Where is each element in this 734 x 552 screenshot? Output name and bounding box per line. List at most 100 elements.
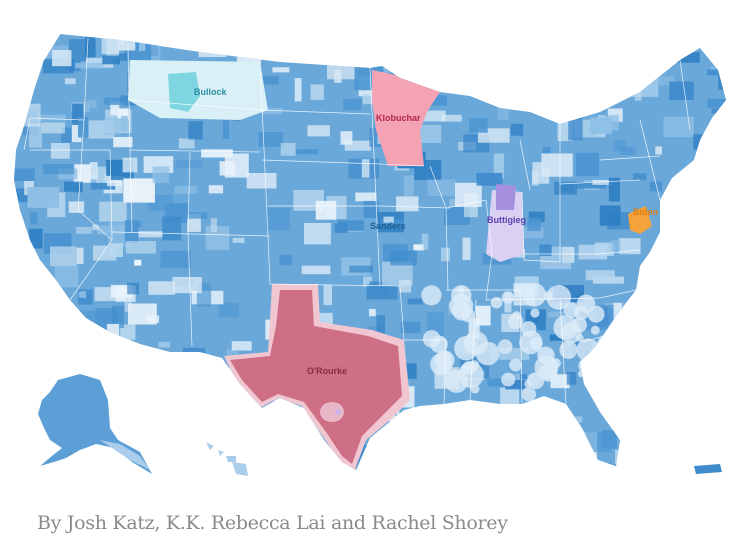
county-patch <box>122 157 138 173</box>
county-patch <box>582 52 589 66</box>
county-patch <box>120 324 136 340</box>
county-patch <box>462 361 477 375</box>
county-patch <box>721 358 726 378</box>
county-patch <box>212 413 233 423</box>
county-patch <box>141 447 171 459</box>
county-patch <box>178 138 195 149</box>
county-patch <box>613 399 633 423</box>
county-patch <box>420 432 427 444</box>
county-patch <box>69 60 81 72</box>
county-patch <box>444 369 468 393</box>
county-patch <box>693 134 716 150</box>
county-patch <box>611 240 621 253</box>
county-patch <box>571 334 583 355</box>
county-patch <box>601 430 617 449</box>
bullock-label: Bullock <box>194 87 228 97</box>
county-patch <box>585 89 595 111</box>
buttigieg-label: Buttigieg <box>487 215 526 225</box>
county-patch <box>603 463 611 470</box>
county-patch <box>553 315 579 340</box>
county-patch <box>518 227 544 239</box>
county-patch <box>599 205 621 226</box>
county-patch <box>301 265 331 275</box>
county-patch <box>27 187 60 208</box>
county-patch <box>376 315 386 340</box>
county-patch <box>719 316 726 337</box>
county-patch <box>724 441 726 459</box>
county-patch <box>50 246 77 267</box>
county-patch <box>246 173 277 189</box>
county-patch <box>87 99 97 109</box>
alaska <box>38 374 152 474</box>
county-patch <box>188 121 203 140</box>
county-patch <box>134 259 142 266</box>
county-patch <box>613 302 622 324</box>
county-patch <box>559 340 578 359</box>
county-patch <box>722 341 726 354</box>
county-patch <box>396 196 419 212</box>
county-patch <box>511 39 541 46</box>
county-patch <box>15 293 37 303</box>
county-patch <box>363 200 379 219</box>
county-patch <box>177 355 192 379</box>
county-patch <box>78 453 108 470</box>
county-patch <box>729 127 734 141</box>
county-patch <box>205 226 230 250</box>
county-patch <box>38 38 47 53</box>
county-patch <box>590 367 603 383</box>
county-patch <box>307 125 330 137</box>
county-patch <box>397 438 420 459</box>
county-patch <box>304 223 331 245</box>
county-patch <box>497 104 509 120</box>
county-patch <box>470 384 480 394</box>
county-patch <box>286 442 296 458</box>
county-patch <box>383 216 394 223</box>
county-patch <box>483 63 503 74</box>
county-patch <box>50 143 70 159</box>
county-patch <box>159 354 173 376</box>
county-patch <box>546 97 555 110</box>
county-patch <box>535 399 548 416</box>
county-patch <box>36 311 45 321</box>
county-patch <box>693 163 723 182</box>
county-patch <box>594 242 614 256</box>
county-patch <box>68 201 85 213</box>
county-patch <box>632 173 647 180</box>
county-patch <box>528 211 545 223</box>
county-patch <box>104 118 122 136</box>
county-patch <box>587 305 605 323</box>
county-patch <box>107 180 123 187</box>
county-patch <box>543 291 553 301</box>
county-patch <box>718 74 726 90</box>
county-patch <box>92 224 99 231</box>
county-patch <box>117 34 136 51</box>
county-patch <box>476 172 503 186</box>
county-patch <box>697 173 716 188</box>
county-patch <box>714 191 726 215</box>
county-patch <box>449 199 458 207</box>
county-patch <box>676 317 703 343</box>
county-patch <box>41 122 65 134</box>
county-patch <box>500 387 520 408</box>
county-patch <box>254 76 279 85</box>
county-patch <box>124 220 139 244</box>
county-patch <box>79 291 87 298</box>
county-patch <box>419 457 448 469</box>
county-patch <box>407 298 423 305</box>
county-patch <box>323 285 332 306</box>
county-patch <box>91 174 100 188</box>
county-patch <box>250 430 267 451</box>
county-patch <box>155 382 176 404</box>
county-patch <box>716 233 723 256</box>
county-patch <box>19 418 39 425</box>
county-patch <box>521 464 542 470</box>
county-patch <box>337 220 364 231</box>
county-patch <box>89 162 98 180</box>
county-patch <box>210 218 217 232</box>
county-patch <box>343 98 362 111</box>
county-patch <box>186 212 208 219</box>
county-patch <box>441 114 462 122</box>
county-patch <box>511 311 522 321</box>
county-patch <box>711 108 721 114</box>
county-patch <box>421 285 442 306</box>
